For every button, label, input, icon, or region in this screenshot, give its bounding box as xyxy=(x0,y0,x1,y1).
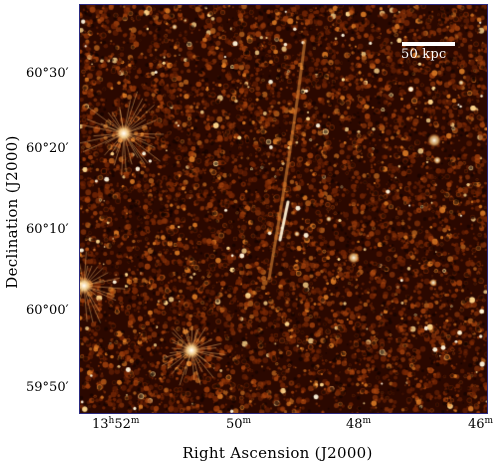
radio-sky-image xyxy=(79,4,488,414)
y-tick-label: 60°30′ xyxy=(26,66,69,81)
scale-bar-label: 50 kpc xyxy=(401,47,447,62)
x-tick-label: 50m xyxy=(226,416,252,433)
x-tick-label: 13h52m xyxy=(92,416,140,433)
y-tick-label: 60°00′ xyxy=(26,303,69,318)
x-tick-label: 48m xyxy=(346,416,372,433)
y-tick-label: 59°50′ xyxy=(26,380,69,395)
x-axis-label: Right Ascension (J2000) xyxy=(182,444,373,462)
x-tick-label: 46m xyxy=(468,416,494,433)
y-tick-label: 60°20′ xyxy=(26,141,69,156)
scale-bar xyxy=(402,42,455,46)
y-axis-label: Declination (J2000) xyxy=(3,135,21,289)
y-tick-label: 60°10′ xyxy=(26,222,69,237)
sky-canvas xyxy=(80,5,487,413)
